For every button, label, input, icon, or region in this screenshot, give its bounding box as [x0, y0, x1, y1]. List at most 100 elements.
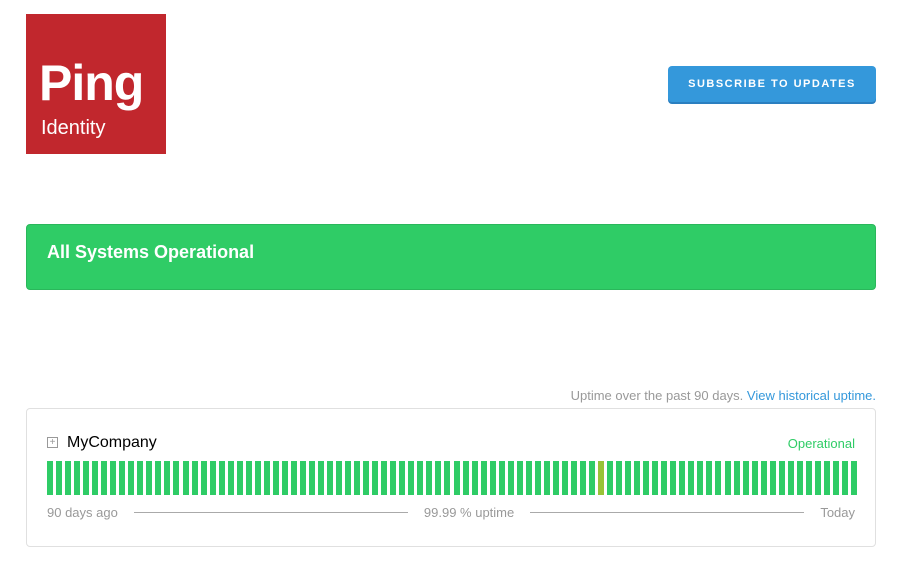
uptime-day-bar[interactable] [471, 461, 478, 495]
uptime-day-bar[interactable] [769, 461, 776, 495]
uptime-day-bar[interactable] [137, 461, 144, 495]
uptime-day-bar[interactable] [345, 461, 352, 495]
logo-text-identity: Identity [41, 117, 106, 139]
component-card: + MyCompany Operational 90 days ago 99.9… [26, 408, 876, 547]
uptime-day-bar[interactable] [697, 461, 704, 495]
uptime-day-bar[interactable] [417, 461, 424, 495]
uptime-day-bar[interactable] [390, 461, 397, 495]
uptime-day-bar[interactable] [561, 461, 568, 495]
uptime-day-bar[interactable] [814, 461, 821, 495]
uptime-day-bar[interactable] [579, 461, 586, 495]
uptime-day-bar[interactable] [336, 461, 343, 495]
uptime-day-bar[interactable] [462, 461, 469, 495]
uptime-day-bar[interactable] [570, 461, 577, 495]
uptime-day-bar[interactable] [236, 461, 243, 495]
uptime-day-bar[interactable] [209, 461, 216, 495]
uptime-day-bar[interactable] [832, 461, 839, 495]
uptime-day-bar[interactable] [661, 461, 668, 495]
uptime-day-bar[interactable] [74, 461, 81, 495]
uptime-day-bar[interactable] [372, 461, 379, 495]
uptime-day-bar[interactable] [706, 461, 713, 495]
uptime-day-bar[interactable] [272, 461, 279, 495]
uptime-day-bar[interactable] [643, 461, 650, 495]
uptime-day-bar[interactable] [715, 461, 722, 495]
divider-line [530, 512, 805, 513]
uptime-day-bar[interactable] [227, 461, 234, 495]
uptime-day-bar[interactable] [670, 461, 677, 495]
uptime-day-bar[interactable] [399, 461, 406, 495]
uptime-day-bar[interactable] [164, 461, 171, 495]
uptime-day-bar[interactable] [805, 461, 812, 495]
uptime-day-bar[interactable] [155, 461, 162, 495]
uptime-day-bar[interactable] [327, 461, 334, 495]
uptime-day-bar[interactable] [652, 461, 659, 495]
uptime-day-bar[interactable] [408, 461, 415, 495]
uptime-day-bar[interactable] [598, 461, 605, 495]
uptime-day-bar[interactable] [534, 461, 541, 495]
uptime-day-bar[interactable] [281, 461, 288, 495]
uptime-day-bar[interactable] [363, 461, 370, 495]
uptime-day-bar[interactable] [616, 461, 623, 495]
uptime-day-bar[interactable] [182, 461, 189, 495]
view-historical-uptime-link[interactable]: View historical uptime. [746, 388, 876, 403]
uptime-day-bar[interactable] [453, 461, 460, 495]
uptime-day-bar[interactable] [263, 461, 270, 495]
uptime-day-bar[interactable] [245, 461, 252, 495]
uptime-day-bar[interactable] [218, 461, 225, 495]
uptime-day-bar[interactable] [299, 461, 306, 495]
uptime-day-bar[interactable] [65, 461, 72, 495]
uptime-day-bar[interactable] [607, 461, 614, 495]
uptime-day-bar[interactable] [733, 461, 740, 495]
uptime-day-bar[interactable] [760, 461, 767, 495]
uptime-day-bar[interactable] [426, 461, 433, 495]
uptime-day-bar[interactable] [444, 461, 451, 495]
uptime-day-bar[interactable] [146, 461, 153, 495]
uptime-day-bar[interactable] [254, 461, 261, 495]
uptime-day-bar[interactable] [543, 461, 550, 495]
uptime-day-bar[interactable] [688, 461, 695, 495]
subscribe-button[interactable]: SUBSCRIBE TO UPDATES [668, 66, 876, 102]
uptime-day-bar[interactable] [128, 461, 135, 495]
uptime-day-bar[interactable] [787, 461, 794, 495]
uptime-day-bar[interactable] [110, 461, 117, 495]
uptime-day-bar[interactable] [381, 461, 388, 495]
uptime-day-bar[interactable] [318, 461, 324, 495]
uptime-day-bar[interactable] [498, 461, 505, 495]
uptime-day-bar[interactable] [851, 461, 857, 495]
uptime-day-bar[interactable] [480, 461, 487, 495]
uptime-day-bar[interactable] [796, 461, 803, 495]
uptime-day-bar[interactable] [308, 461, 315, 495]
uptime-day-bar[interactable] [552, 461, 559, 495]
expand-plus-icon[interactable]: + [47, 437, 58, 448]
days-ago-label: 90 days ago [47, 505, 118, 520]
uptime-day-bar[interactable] [778, 461, 785, 495]
uptime-day-bar[interactable] [191, 461, 198, 495]
uptime-day-bar[interactable] [742, 461, 749, 495]
component-status: Operational [787, 436, 855, 451]
uptime-day-bar[interactable] [101, 461, 108, 495]
uptime-day-bar[interactable] [751, 461, 758, 495]
uptime-day-bar[interactable] [679, 461, 686, 495]
uptime-day-bar[interactable] [83, 461, 90, 495]
ping-identity-logo: Ping Identity [26, 14, 166, 154]
uptime-day-bar[interactable] [525, 461, 532, 495]
uptime-day-bar[interactable] [625, 461, 632, 495]
uptime-day-bar[interactable] [354, 461, 361, 495]
uptime-day-bar[interactable] [290, 461, 297, 495]
uptime-day-bar[interactable] [173, 461, 180, 495]
uptime-day-bar[interactable] [634, 461, 641, 495]
uptime-day-bar[interactable] [724, 461, 731, 495]
uptime-day-bar[interactable] [200, 461, 207, 495]
uptime-day-bar[interactable] [92, 461, 99, 495]
uptime-day-bar[interactable] [47, 461, 53, 495]
uptime-day-bar[interactable] [489, 461, 496, 495]
uptime-note-text: Uptime over the past 90 days. [570, 388, 747, 403]
uptime-day-bar[interactable] [516, 461, 523, 495]
uptime-day-bar[interactable] [56, 461, 63, 495]
uptime-day-bar[interactable] [507, 461, 514, 495]
uptime-day-bar[interactable] [119, 461, 126, 495]
uptime-day-bar[interactable] [823, 461, 830, 495]
uptime-day-bar[interactable] [841, 461, 848, 495]
uptime-day-bar[interactable] [435, 461, 442, 495]
uptime-day-bar[interactable] [589, 461, 596, 495]
